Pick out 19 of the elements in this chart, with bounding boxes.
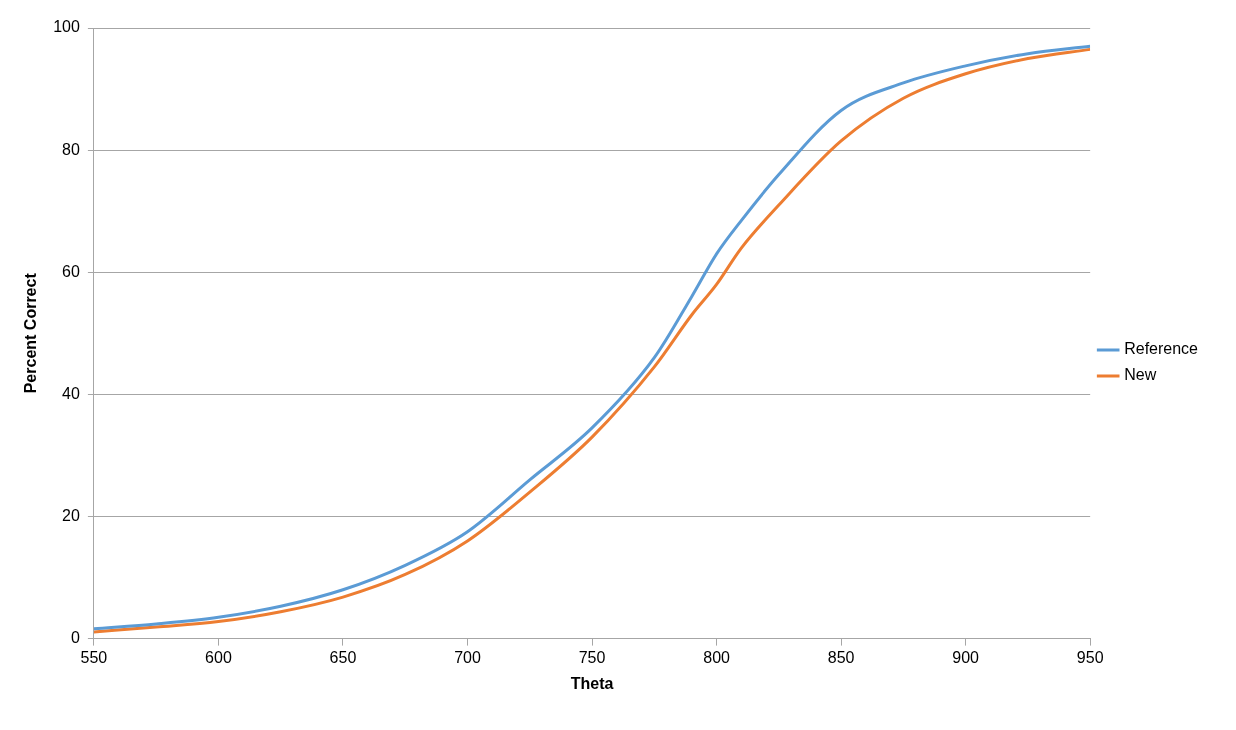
y-axis-title: Percent Correct xyxy=(22,272,40,394)
y-tick-label: 60 xyxy=(62,262,80,280)
legend-label: Reference xyxy=(1124,340,1199,358)
x-tick-label: 750 xyxy=(578,648,606,666)
x-tick-label: 800 xyxy=(703,648,731,666)
y-tick-label: 40 xyxy=(62,384,80,402)
x-tick-label: 700 xyxy=(454,648,481,666)
x-tick-label: 550 xyxy=(80,648,108,666)
y-tick-label: 80 xyxy=(62,140,80,158)
x-tick-label: 600 xyxy=(205,648,232,666)
y-tick-label: 100 xyxy=(53,18,80,36)
x-tick-label: 850 xyxy=(827,648,855,666)
x-tick-label: 650 xyxy=(329,648,357,666)
y-tick-label: 20 xyxy=(62,506,80,524)
legend-label: New xyxy=(1124,366,1157,384)
x-axis-title: Theta xyxy=(570,674,614,692)
x-tick-label: 950 xyxy=(1076,648,1104,666)
y-tick-label: 0 xyxy=(70,629,80,647)
x-tick-label: 900 xyxy=(952,648,980,666)
